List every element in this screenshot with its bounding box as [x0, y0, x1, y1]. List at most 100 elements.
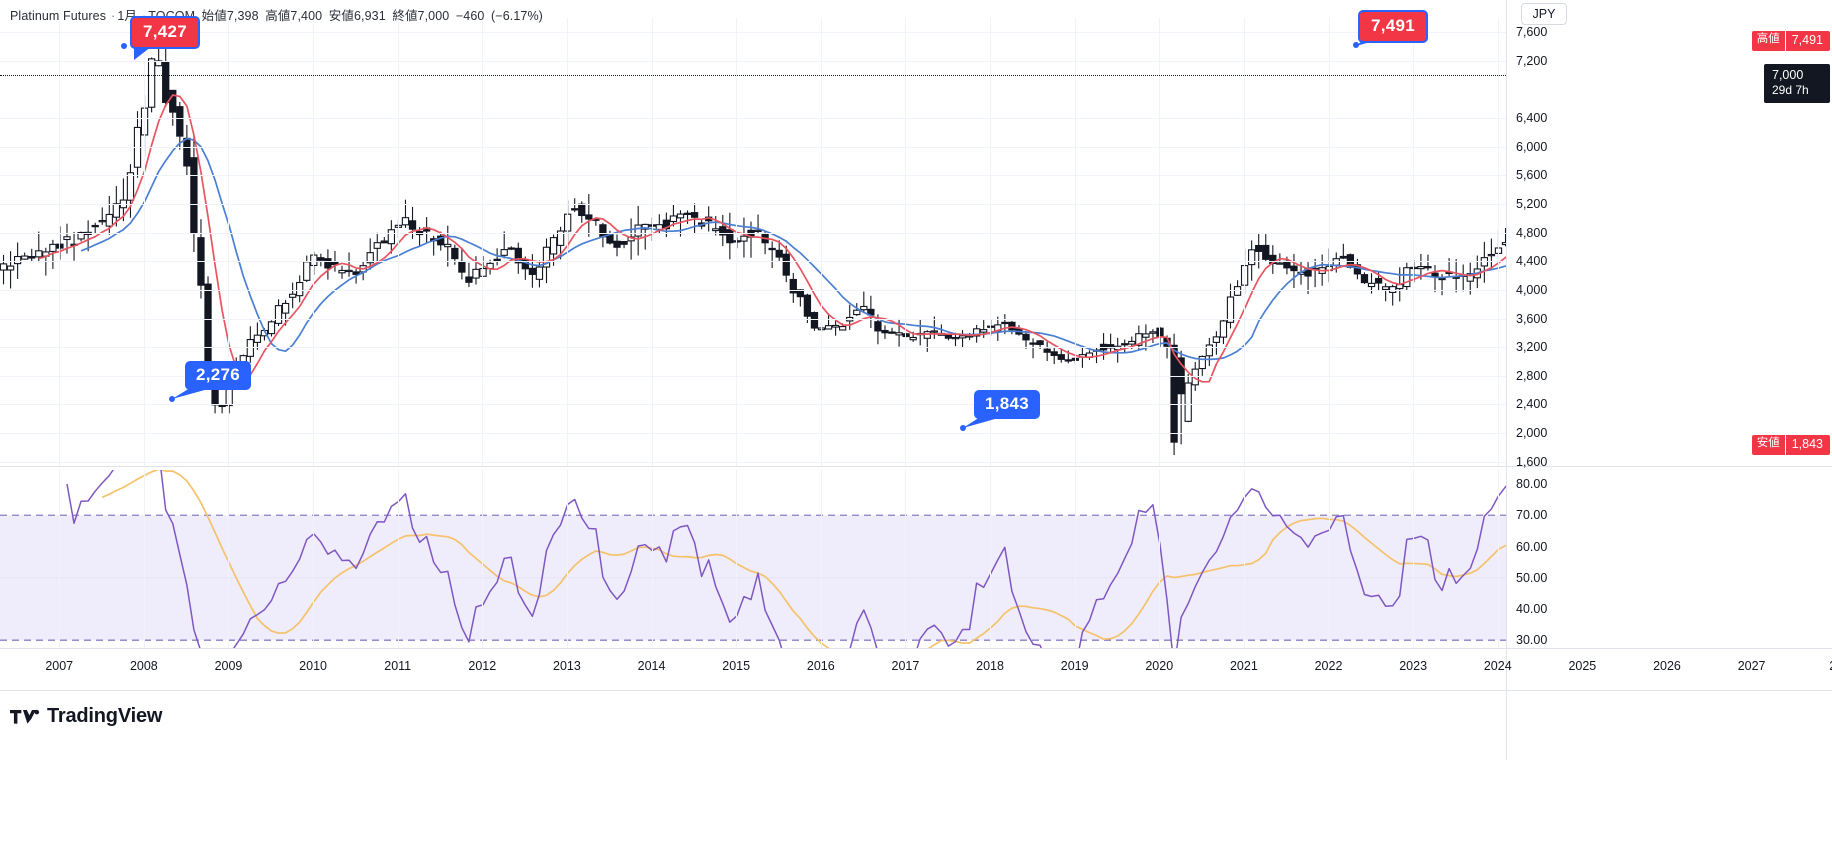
- candle[interactable]: [507, 246, 515, 251]
- candle[interactable]: [366, 238, 374, 270]
- candle[interactable]: [860, 291, 868, 313]
- pane-divider[interactable]: [0, 466, 1832, 467]
- candle[interactable]: [1403, 262, 1411, 291]
- candle[interactable]: [1043, 341, 1051, 362]
- candle[interactable]: [1149, 329, 1157, 343]
- candle[interactable]: [267, 320, 276, 337]
- candle[interactable]: [500, 231, 508, 259]
- candle[interactable]: [274, 299, 283, 327]
- candle[interactable]: [782, 245, 790, 283]
- candle[interactable]: [1389, 284, 1397, 306]
- candle[interactable]: [726, 212, 734, 260]
- candle[interactable]: [1022, 331, 1030, 349]
- candle[interactable]: [1212, 331, 1221, 355]
- candle[interactable]: [528, 254, 537, 288]
- candle[interactable]: [1219, 319, 1228, 344]
- candle[interactable]: [620, 240, 628, 249]
- candle[interactable]: [958, 330, 967, 348]
- candle[interactable]: [1290, 254, 1298, 289]
- candle[interactable]: [571, 198, 579, 213]
- candle[interactable]: [754, 214, 762, 234]
- candle[interactable]: [831, 319, 840, 336]
- candle[interactable]: [444, 225, 452, 267]
- candle[interactable]: [1135, 325, 1143, 351]
- candle[interactable]: [176, 101, 184, 150]
- candle[interactable]: [112, 186, 121, 227]
- candle[interactable]: [324, 249, 332, 280]
- candle[interactable]: [1339, 243, 1347, 260]
- candle[interactable]: [719, 214, 727, 247]
- candle[interactable]: [21, 252, 29, 260]
- candle[interactable]: [126, 164, 135, 218]
- currency-selector[interactable]: JPY: [1521, 3, 1567, 25]
- candle[interactable]: [28, 248, 36, 262]
- candle[interactable]: [740, 217, 748, 258]
- rsi-pane[interactable]: [0, 470, 1506, 648]
- candle[interactable]: [796, 289, 805, 307]
- candle[interactable]: [493, 248, 501, 266]
- candle[interactable]: [775, 240, 783, 261]
- high-price-badge[interactable]: 高値 7,491: [1751, 31, 1830, 51]
- candle[interactable]: [768, 241, 776, 268]
- candle[interactable]: [634, 205, 642, 256]
- candle[interactable]: [1057, 348, 1065, 363]
- candle[interactable]: [888, 327, 896, 334]
- price-axis[interactable]: 7,600 7,200 6,400 6,000 5,600 5,200 4,800 4,400…: [1506, 18, 1832, 469]
- candle[interactable]: [1360, 272, 1369, 284]
- candle[interactable]: [853, 303, 861, 316]
- candle[interactable]: [1233, 280, 1242, 296]
- low-price-badge[interactable]: 安値 1,843: [1751, 435, 1830, 455]
- candle[interactable]: [1184, 374, 1192, 423]
- high-2025-callout[interactable]: 7,491: [1358, 10, 1429, 43]
- candle[interactable]: [1381, 283, 1390, 302]
- rsi-axis[interactable]: 80.00 70.00 60.00 50.00 40.00 30.00: [1506, 470, 1832, 648]
- candle[interactable]: [0, 254, 8, 285]
- candle[interactable]: [6, 251, 15, 289]
- candle[interactable]: [253, 322, 262, 350]
- candle[interactable]: [1255, 232, 1263, 269]
- candle[interactable]: [119, 178, 128, 222]
- legend-symbol[interactable]: Platinum Futures: [10, 9, 107, 23]
- candle[interactable]: [465, 262, 473, 288]
- candle[interactable]: [810, 311, 819, 331]
- candle[interactable]: [585, 194, 593, 237]
- candle[interactable]: [1262, 234, 1270, 261]
- candle[interactable]: [683, 210, 692, 224]
- candle[interactable]: [1466, 262, 1474, 295]
- candle[interactable]: [190, 133, 198, 253]
- candle[interactable]: [98, 207, 106, 225]
- candle[interactable]: [13, 242, 22, 279]
- price-pane[interactable]: [0, 18, 1506, 466]
- candle[interactable]: [669, 204, 678, 227]
- candle[interactable]: [824, 313, 833, 330]
- candle[interactable]: [35, 231, 43, 263]
- candle[interactable]: [1424, 254, 1432, 271]
- candle[interactable]: [1501, 228, 1506, 247]
- candle[interactable]: [613, 234, 621, 257]
- candle[interactable]: [1431, 264, 1439, 293]
- candle[interactable]: [338, 265, 346, 279]
- candle[interactable]: [712, 215, 720, 236]
- candle[interactable]: [1050, 347, 1058, 365]
- candle[interactable]: [91, 222, 99, 235]
- candle[interactable]: [437, 231, 445, 251]
- candle[interactable]: [1226, 283, 1235, 329]
- candle[interactable]: [1487, 238, 1496, 269]
- candle[interactable]: [1142, 324, 1150, 351]
- date-axis[interactable]: 2007 2008 2009 2010 2011 2012 2013 2014 2015 2016…: [0, 648, 1832, 690]
- candle[interactable]: [380, 237, 388, 244]
- candle[interactable]: [288, 282, 297, 309]
- candle[interactable]: [49, 239, 57, 269]
- last-price-badge[interactable]: 7,000 29d 7h: [1764, 64, 1830, 103]
- candle[interactable]: [147, 57, 156, 113]
- candle[interactable]: [1205, 337, 1213, 367]
- candle[interactable]: [1121, 339, 1129, 353]
- low-2020-callout[interactable]: 1,843: [974, 390, 1041, 419]
- rsi-chart-canvas[interactable]: [0, 470, 1506, 648]
- price-chart-canvas[interactable]: [0, 18, 1506, 466]
- candle[interactable]: [803, 293, 812, 323]
- candle[interactable]: [1029, 338, 1037, 359]
- candle[interactable]: [317, 253, 325, 267]
- candle[interactable]: [387, 220, 396, 254]
- candle[interactable]: [1248, 240, 1256, 281]
